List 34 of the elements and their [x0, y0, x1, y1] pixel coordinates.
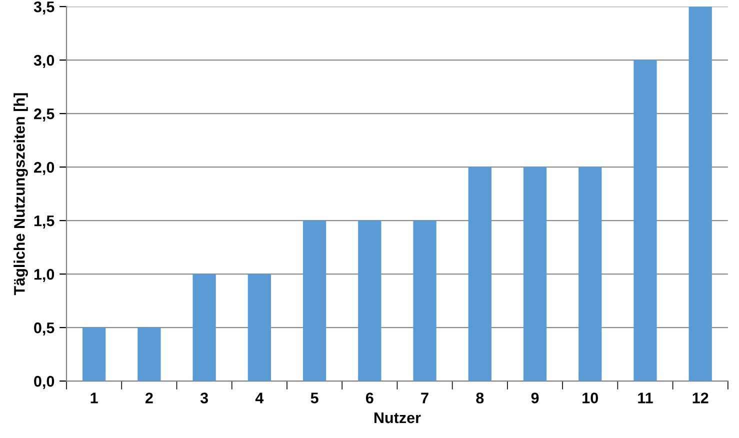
y-axis-title: Tägliche Nutzungszeiten [h] — [14, 93, 28, 296]
bar — [192, 274, 216, 382]
y-tick-label: 2,5 — [34, 108, 54, 122]
x-tick-label: 10 — [582, 392, 598, 404]
bar — [523, 167, 547, 382]
y-tick-label: 3,5 — [34, 1, 54, 14]
x-axis-title: Nutzer — [374, 412, 421, 424]
bar — [688, 6, 712, 382]
x-tick-label: 9 — [531, 392, 539, 404]
bar — [358, 220, 382, 382]
x-tick-label: 8 — [476, 392, 484, 404]
y-tick-label: 1,5 — [34, 216, 54, 228]
x-tick-label: 4 — [255, 392, 264, 404]
bar — [138, 328, 161, 382]
x-tick-label: 6 — [366, 392, 374, 404]
x-tick-label: 2 — [145, 392, 153, 404]
x-tick-label: 5 — [310, 392, 318, 404]
x-tick-label: 1 — [90, 392, 98, 404]
x-tick-label: 12 — [692, 392, 708, 404]
bar — [634, 60, 657, 382]
bar — [578, 167, 602, 382]
y-tick-label: 0,0 — [34, 376, 54, 389]
y-tick-label: 2,0 — [34, 162, 54, 175]
x-tick-label: 3 — [200, 392, 208, 404]
y-tick-label: 1,0 — [34, 268, 54, 282]
y-tick-label: 0,5 — [34, 322, 54, 336]
bar — [302, 220, 326, 382]
bar — [413, 220, 436, 382]
x-tick-label: 11 — [638, 392, 653, 404]
bar — [82, 328, 106, 382]
x-tick-label: 7 — [421, 392, 428, 404]
bar — [468, 167, 492, 382]
bar — [248, 274, 271, 382]
y-tick-label: 3,0 — [34, 54, 54, 68]
